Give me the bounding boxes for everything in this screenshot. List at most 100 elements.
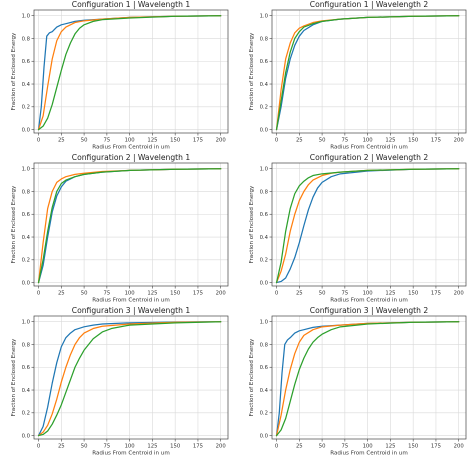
x-axis-label: Radius From Centroid in um	[92, 298, 170, 304]
x-tick-label: 25	[296, 138, 303, 144]
x-tick-label: 50	[81, 291, 88, 297]
y-tick-label: 0.4	[260, 388, 269, 394]
x-tick-label: 175	[193, 138, 203, 144]
x-tick-label: 50	[319, 444, 326, 450]
x-tick-label: 75	[341, 291, 348, 297]
series-line-1	[275, 168, 460, 284]
x-tick-label: 75	[103, 444, 110, 450]
chart-panel-5: Configuration 3 | Wavelength 1 0 25 50 75 100…	[11, 306, 229, 456]
x-tick-label: 150	[408, 138, 419, 144]
y-axis-label: Fraction of Enclosed Energy	[249, 185, 255, 263]
x-tick-label: 175	[431, 291, 441, 297]
x-tick-label: 100	[363, 291, 374, 297]
x-tick-label: 0	[275, 444, 279, 450]
y-tick-label: 0.2	[260, 411, 268, 417]
x-tick-label: 25	[296, 444, 303, 450]
x-tick-label: 125	[385, 444, 395, 450]
y-tick-label: 0.6	[22, 212, 31, 218]
y-tick-label: 0.2	[22, 258, 30, 264]
y-axis-label: Fraction of Enclosed Energy	[11, 32, 17, 110]
x-tick-label: 25	[296, 291, 303, 297]
chart-title: Configuration 2 | Wavelength 2	[310, 153, 429, 162]
x-tick-label: 0	[37, 138, 41, 144]
x-tick-label: 100	[363, 444, 374, 450]
x-tick-label: 50	[81, 138, 88, 144]
y-tick-label: 0.2	[260, 105, 268, 111]
y-axis-label: Fraction of Enclosed Energy	[11, 338, 17, 416]
x-tick-label: 175	[193, 291, 203, 297]
y-tick-label: 0.6	[260, 59, 269, 65]
x-tick-label: 50	[81, 444, 88, 450]
x-tick-label: 0	[275, 291, 279, 297]
y-tick-label: 0.8	[260, 342, 269, 348]
x-tick-label: 175	[431, 444, 441, 450]
chart-title: Configuration 3 | Wavelength 1	[72, 306, 191, 315]
series-line-3	[275, 15, 460, 131]
series-line-3	[37, 15, 222, 131]
y-tick-label: 1.0	[22, 320, 31, 326]
x-tick-label: 0	[37, 444, 41, 450]
x-tick-label: 200	[216, 444, 227, 450]
chart-title: Configuration 1 | Wavelength 2	[310, 0, 429, 9]
x-tick-label: 150	[408, 291, 419, 297]
x-tick-label: 75	[103, 138, 110, 144]
x-tick-label: 100	[125, 138, 136, 144]
x-axis-label: Radius From Centroid in um	[92, 145, 170, 151]
x-tick-label: 100	[125, 291, 136, 297]
x-tick-label: 125	[385, 138, 395, 144]
series-line-3	[37, 168, 222, 284]
plot-frame	[33, 9, 229, 134]
x-tick-label: 100	[125, 444, 136, 450]
y-tick-label: 0.2	[22, 411, 30, 417]
y-tick-label: 0.6	[260, 212, 269, 218]
y-tick-label: 0.2	[260, 258, 268, 264]
series-line-2	[37, 321, 222, 437]
y-tick-label: 0.6	[260, 365, 269, 371]
x-tick-label: 125	[147, 291, 157, 297]
x-tick-label: 200	[454, 444, 465, 450]
x-tick-label: 50	[319, 291, 326, 297]
x-axis-label: Radius From Centroid in um	[330, 451, 408, 456]
y-tick-label: 0.8	[22, 342, 31, 348]
y-axis-label: Fraction of Enclosed Energy	[249, 32, 255, 110]
chart-panel-1: Configuration 1 | Wavelength 1 0 25 50 75 100…	[11, 0, 229, 151]
x-tick-label: 0	[275, 138, 279, 144]
x-tick-label: 175	[431, 138, 441, 144]
y-tick-label: 0.4	[22, 235, 31, 241]
x-tick-label: 75	[341, 444, 348, 450]
x-tick-label: 150	[170, 444, 181, 450]
y-tick-label: 0.8	[260, 189, 269, 195]
y-tick-label: 1.0	[22, 14, 31, 20]
y-tick-label: 0.4	[22, 388, 31, 394]
x-tick-label: 0	[37, 291, 41, 297]
plot-frame	[33, 315, 229, 440]
y-tick-label: 0.2	[22, 105, 30, 111]
y-tick-label: 1.0	[260, 14, 269, 20]
y-tick-label: 1.0	[260, 167, 269, 173]
y-tick-label: 1.0	[22, 167, 31, 173]
chart-panel-3: Configuration 2 | Wavelength 1 0 25 50 75 100…	[11, 153, 229, 304]
series-line-3	[37, 321, 222, 437]
y-tick-label: 0.6	[22, 59, 31, 65]
x-axis-label: Radius From Centroid in um	[330, 298, 408, 304]
y-tick-label: 0.0	[22, 280, 31, 286]
y-tick-label: 0.8	[22, 36, 31, 42]
y-tick-label: 0.0	[260, 433, 269, 439]
chart-title: Configuration 3 | Wavelength 2	[310, 306, 429, 315]
x-tick-label: 200	[454, 291, 465, 297]
x-tick-label: 25	[58, 138, 65, 144]
x-tick-label: 75	[341, 138, 348, 144]
x-tick-label: 150	[170, 291, 181, 297]
y-tick-label: 0.0	[22, 433, 31, 439]
x-axis-label: Radius From Centroid in um	[92, 451, 170, 456]
y-axis-label: Fraction of Enclosed Energy	[249, 338, 255, 416]
x-tick-label: 75	[103, 291, 110, 297]
plot-frame	[33, 162, 229, 287]
y-tick-label: 0.8	[22, 189, 31, 195]
y-tick-label: 0.8	[260, 36, 269, 42]
x-tick-label: 25	[58, 291, 65, 297]
y-tick-label: 1.0	[260, 320, 269, 326]
x-tick-label: 100	[363, 138, 374, 144]
series-line-3	[275, 168, 460, 284]
